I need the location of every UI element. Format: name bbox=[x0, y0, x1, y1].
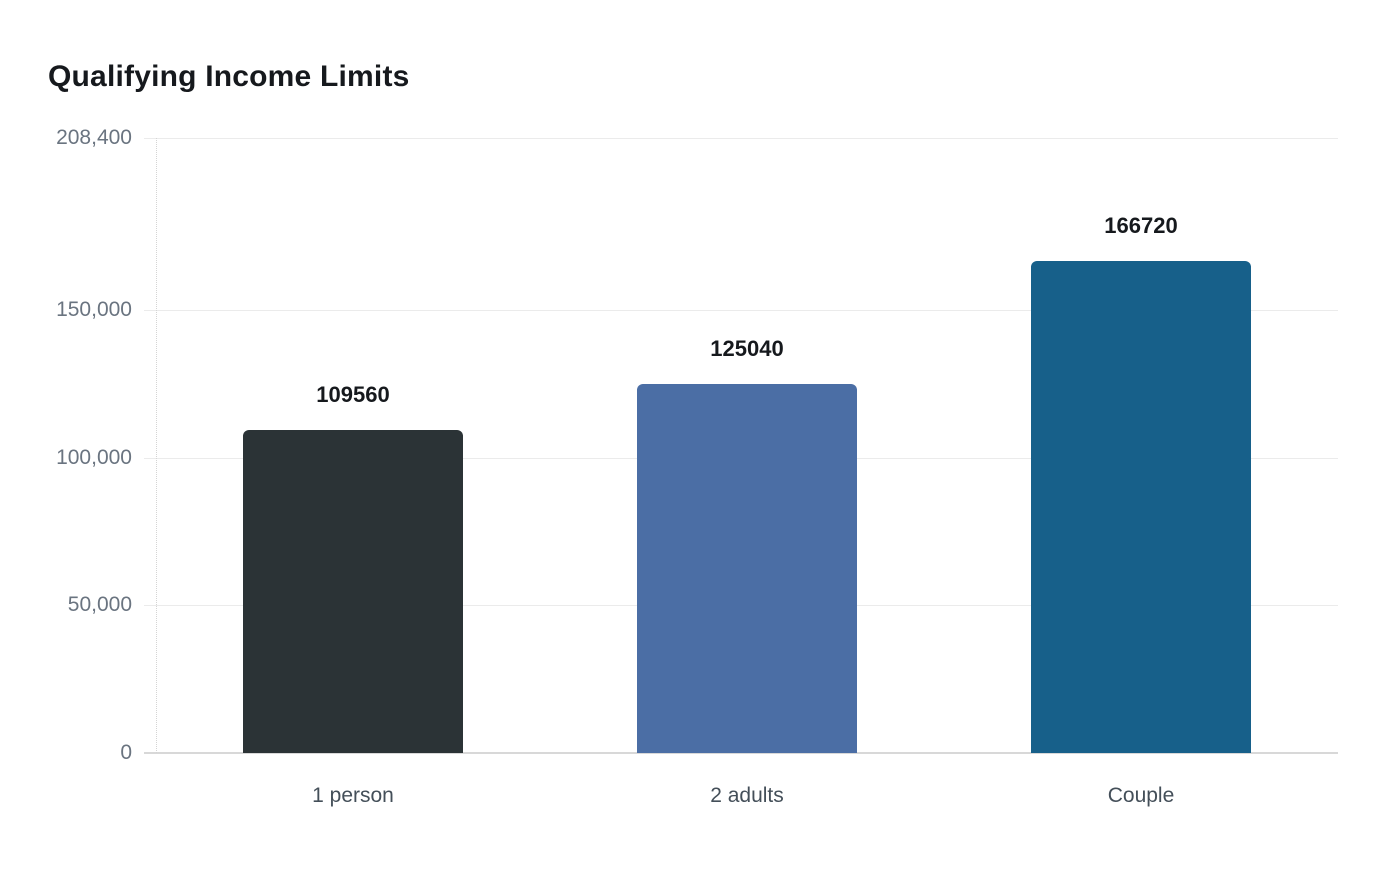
x-axis-category-label: Couple bbox=[1107, 784, 1175, 807]
y-axis-line bbox=[156, 138, 157, 753]
gridline bbox=[144, 138, 1338, 139]
bar-1-person bbox=[243, 430, 463, 753]
x-axis-baseline bbox=[144, 752, 1338, 754]
x-axis-category-label: 2 adults bbox=[710, 784, 784, 807]
y-axis-tick-label: 100,000 bbox=[56, 445, 132, 469]
bar-2-adults bbox=[637, 384, 857, 753]
chart-title: Qualifying Income Limits bbox=[48, 60, 410, 93]
y-axis-tick-label: 150,000 bbox=[56, 298, 132, 322]
x-axis-category-label: 1 person bbox=[312, 784, 394, 807]
y-axis-tick-label: 0 bbox=[120, 741, 132, 764]
gridline bbox=[144, 310, 1338, 312]
bar-chart-plot-area: 0 50,000 100,000 150,000 208,400 109560 1 pers… bbox=[56, 126, 1338, 807]
y-axis-tick-label: 50,000 bbox=[67, 593, 132, 617]
bar-couple bbox=[1031, 261, 1251, 753]
bar-value-label: 166720 bbox=[1104, 213, 1178, 238]
bar-value-label: 125040 bbox=[710, 336, 784, 361]
y-axis-tick-label: 208,400 bbox=[56, 126, 132, 149]
bar-value-label: 109560 bbox=[316, 382, 390, 407]
